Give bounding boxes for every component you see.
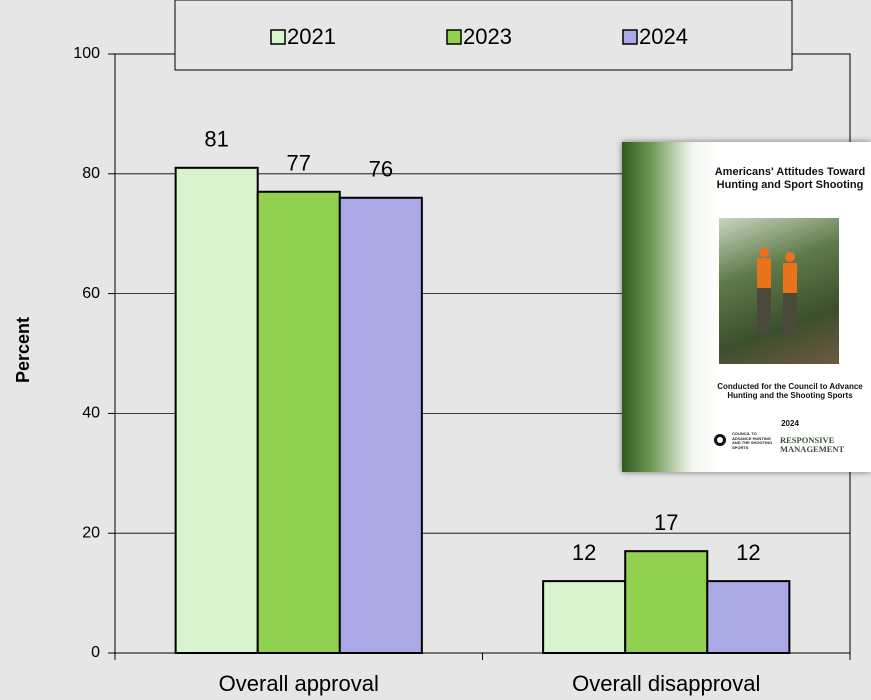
hunter-legs [783, 293, 797, 335]
council-logo [714, 434, 726, 446]
value-label: 77 [287, 151, 311, 176]
cover-photo [719, 218, 839, 364]
bar [706, 580, 791, 654]
hunter-vest [757, 258, 771, 288]
bar [542, 580, 627, 654]
bar [256, 190, 341, 655]
hunter-legs [757, 288, 771, 333]
report-cover: Americans' Attitudes Toward Hunting and … [622, 142, 871, 472]
y-tick-label: 60 [82, 285, 100, 302]
legend-label: 2021 [287, 24, 336, 49]
hunter-cap [785, 252, 795, 262]
legend-label: 2024 [639, 24, 688, 49]
y-axis-title: Percent [13, 317, 33, 383]
cover-subtitle: Conducted for the Council to Advance Hun… [717, 382, 863, 400]
value-label: 76 [369, 157, 393, 182]
x-tick-label: Overall approval [219, 671, 379, 696]
photo-art [757, 247, 797, 335]
value-label: 81 [204, 127, 228, 152]
hunter-vest [783, 263, 797, 293]
y-tick-label: 20 [82, 524, 100, 541]
bar [174, 166, 259, 654]
hunter-cap [759, 247, 769, 257]
bar [338, 196, 423, 654]
cover-title: Americans' Attitudes Toward Hunting and … [714, 166, 866, 191]
cover-year: 2024 [781, 419, 799, 428]
legend-swatch [270, 29, 286, 45]
y-tick-label: 0 [91, 644, 100, 661]
y-tick-label: 40 [82, 405, 100, 422]
y-tick-label: 100 [73, 45, 100, 62]
y-tick-label: 80 [82, 165, 100, 182]
value-label: 12 [736, 540, 760, 565]
council-text: COUNCIL TO ADVANCE HUNTING AND THE SHOOT… [732, 431, 773, 450]
x-tick-label: Overall disapproval [572, 671, 760, 696]
legend-swatch [446, 29, 462, 45]
legend-label: 2023 [463, 24, 512, 49]
value-label: 12 [572, 540, 596, 565]
rm-logo: RESPONSIVE MANAGEMENT [780, 435, 845, 454]
bar [624, 550, 709, 654]
value-label: 17 [654, 510, 678, 535]
legend-swatch [622, 29, 638, 45]
